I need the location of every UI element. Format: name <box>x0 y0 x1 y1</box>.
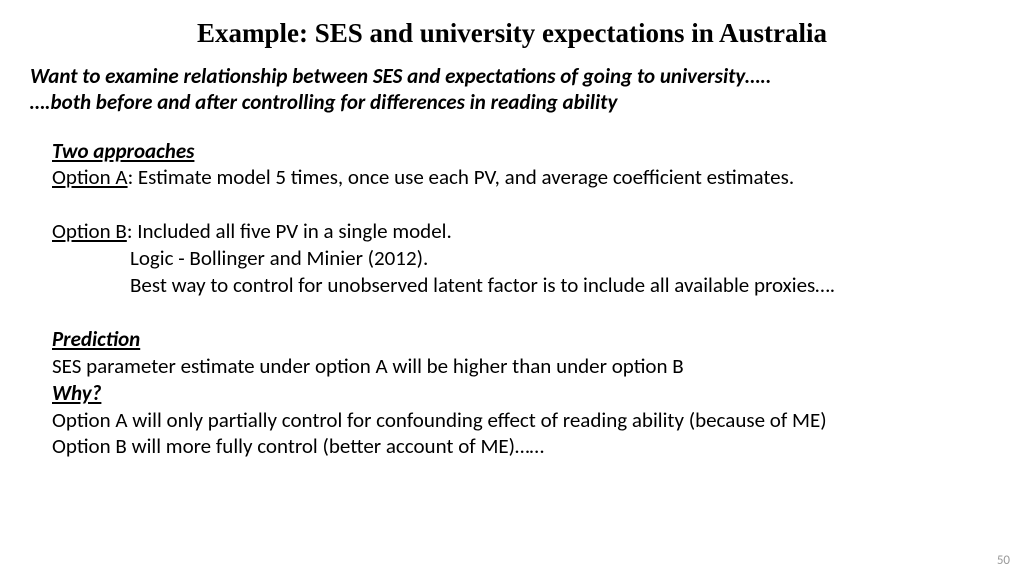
intro-line-1: Want to examine relationship between SES… <box>30 63 986 89</box>
option-b-line: Option B: Included all five PV in a sing… <box>52 218 986 245</box>
option-b-indent-2: Best way to control for unobserved laten… <box>52 272 986 299</box>
option-b-label: Option B <box>52 218 127 244</box>
option-b-text: : Included all five PV in a single model… <box>127 218 452 244</box>
approaches-heading: Two approaches <box>52 138 194 164</box>
option-b-indent-1: Logic - Bollinger and Minier (2012). <box>52 245 986 272</box>
blank-spacer <box>52 191 986 218</box>
body-block: Two approaches Option A: Estimate model … <box>28 138 996 461</box>
intro-block: Want to examine relationship between SES… <box>28 63 996 116</box>
why-line-1: Option A will only partially control for… <box>52 407 986 434</box>
prediction-text: SES parameter estimate under option A wi… <box>52 353 986 380</box>
intro-line-2: ….both before and after controlling for … <box>30 89 986 115</box>
option-a-line: Option A: Estimate model 5 times, once u… <box>52 164 986 191</box>
option-a-text: : Estimate model 5 times, once use each … <box>128 164 795 190</box>
why-line-2: Option B will more fully control (better… <box>52 433 986 460</box>
prediction-heading: Prediction <box>52 326 140 352</box>
slide-title: Example: SES and university expectations… <box>28 18 996 49</box>
why-heading: Why? <box>52 380 101 406</box>
page-number: 50 <box>997 553 1010 568</box>
blank-spacer <box>52 299 986 326</box>
option-a-label: Option A <box>52 164 128 190</box>
